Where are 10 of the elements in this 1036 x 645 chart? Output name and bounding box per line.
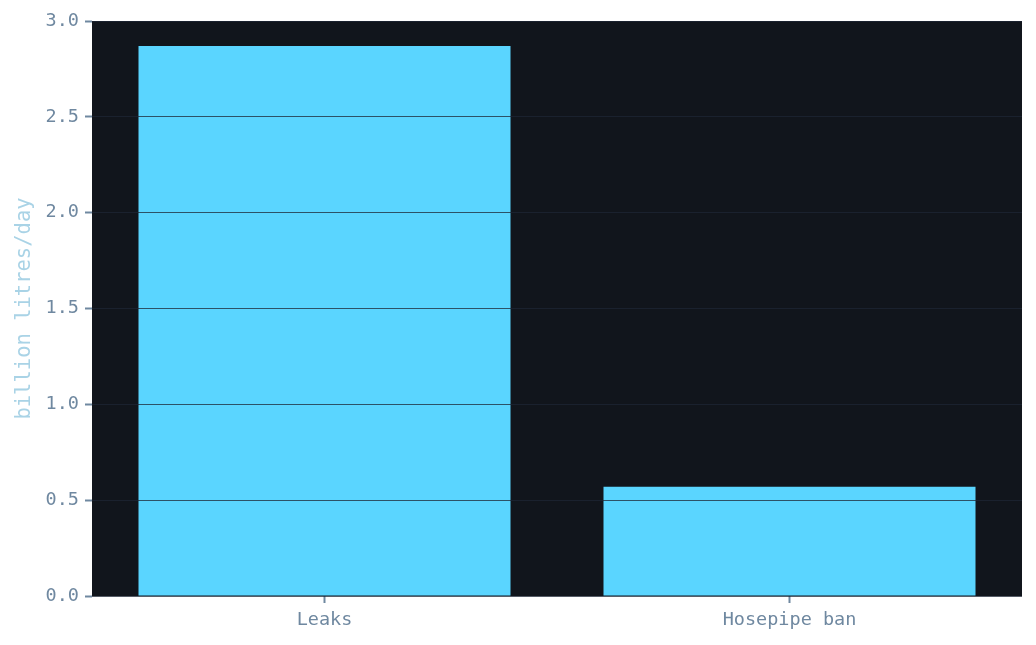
y-tick-label: 1.5 bbox=[45, 296, 79, 318]
y-axis-title: billion litres/day bbox=[10, 197, 35, 420]
y-tick-label: 3.0 bbox=[45, 8, 79, 30]
y-tick-label: 0.5 bbox=[45, 487, 79, 509]
y-tick-label: 2.0 bbox=[45, 200, 79, 222]
y-tick-label: 0.0 bbox=[45, 583, 79, 605]
y-tick-label: 2.5 bbox=[45, 104, 79, 126]
x-tick-label: Leaks bbox=[296, 607, 353, 629]
y-tick-label: 1.0 bbox=[45, 392, 79, 414]
x-tick-label: Hosepipe ban bbox=[722, 607, 857, 629]
